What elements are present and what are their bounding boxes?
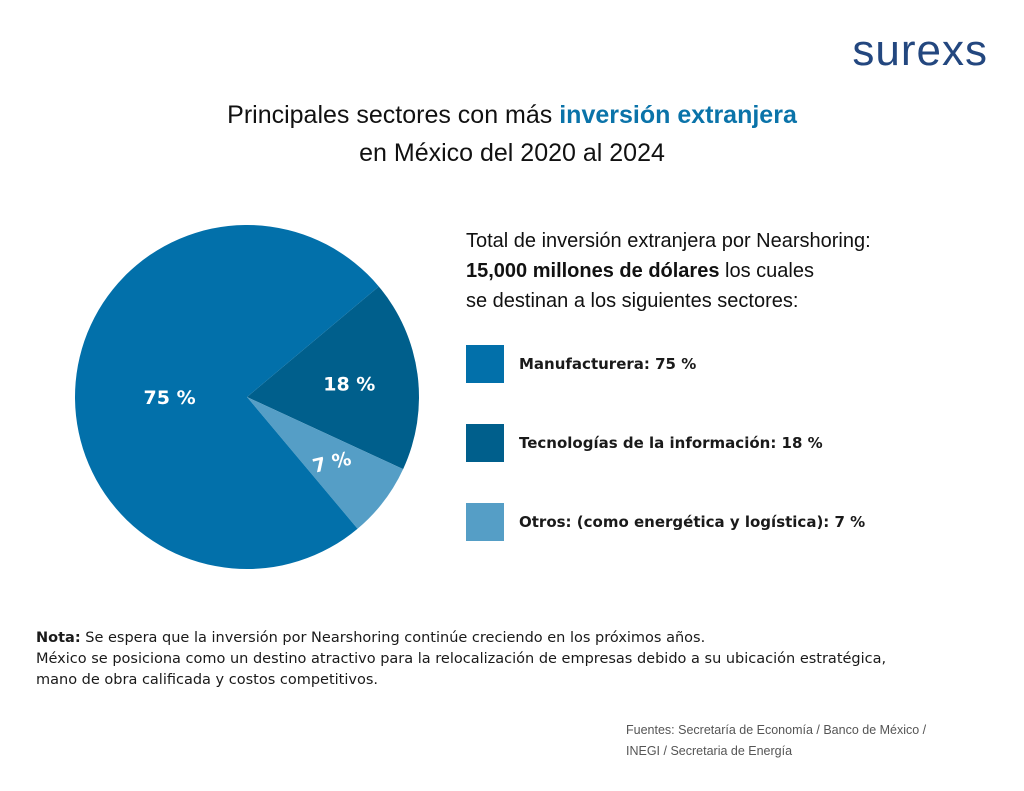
legend-item-otros: Otros: (como energética y logística): 7 … — [466, 503, 865, 541]
intro-text: Total de inversión extranjera por Nearsh… — [466, 226, 871, 316]
surexs-logo: surexs — [852, 26, 988, 75]
note: Nota: Se espera que la inversión por Nea… — [36, 628, 886, 691]
legend-item-tecnologias: Tecnologías de la información: 18 % — [466, 424, 865, 462]
pie-data-label: 75 % — [144, 387, 196, 409]
title-text: Principales sectores con más — [227, 101, 560, 129]
note-text: mano de obra calificada y costos competi… — [36, 672, 378, 688]
pie-data-label: 18 % — [323, 373, 375, 395]
legend: Manufacturera: 75 % Tecnologías de la in… — [466, 345, 865, 582]
note-text: México se posiciona como un destino atra… — [36, 651, 887, 667]
note-text: Se espera que la inversión por Nearshori… — [80, 630, 706, 646]
intro-line1: Total de inversión extranjera por Nearsh… — [466, 230, 871, 252]
page-title: Principales sectores con más inversión e… — [0, 96, 1024, 172]
pie-chart: 18 %7 %75 % — [74, 225, 419, 569]
intro-total: 15,000 millones de dólares — [466, 260, 720, 282]
legend-item-manufacturera: Manufacturera: 75 % — [466, 345, 865, 383]
pie-slice-1 — [247, 286, 419, 470]
sources: Fuentes: Secretaría de Economía / Banco … — [626, 720, 926, 762]
legend-swatch — [466, 345, 504, 383]
sources-line2: INEGI / Secretaria de Energía — [626, 744, 793, 758]
intro-line3: se destinan a los siguientes sectores: — [466, 290, 799, 312]
legend-label: Otros: (como energética y logística): 7 … — [519, 513, 866, 531]
title-highlight: inversión extranjera — [559, 101, 797, 129]
legend-label: Manufacturera: 75 % — [519, 355, 697, 373]
legend-swatch — [466, 424, 504, 462]
pie-slice-2 — [247, 397, 404, 529]
title-line2: en México del 2020 al 2024 — [359, 139, 665, 167]
legend-swatch — [466, 503, 504, 541]
note-label: Nota: — [36, 630, 81, 646]
legend-label: Tecnologías de la información: 18 % — [519, 434, 823, 452]
sources-line1: Fuentes: Secretaría de Economía / Banco … — [626, 723, 927, 737]
pie-slice-0 — [74, 225, 379, 569]
intro-line2: los cuales — [719, 260, 814, 282]
